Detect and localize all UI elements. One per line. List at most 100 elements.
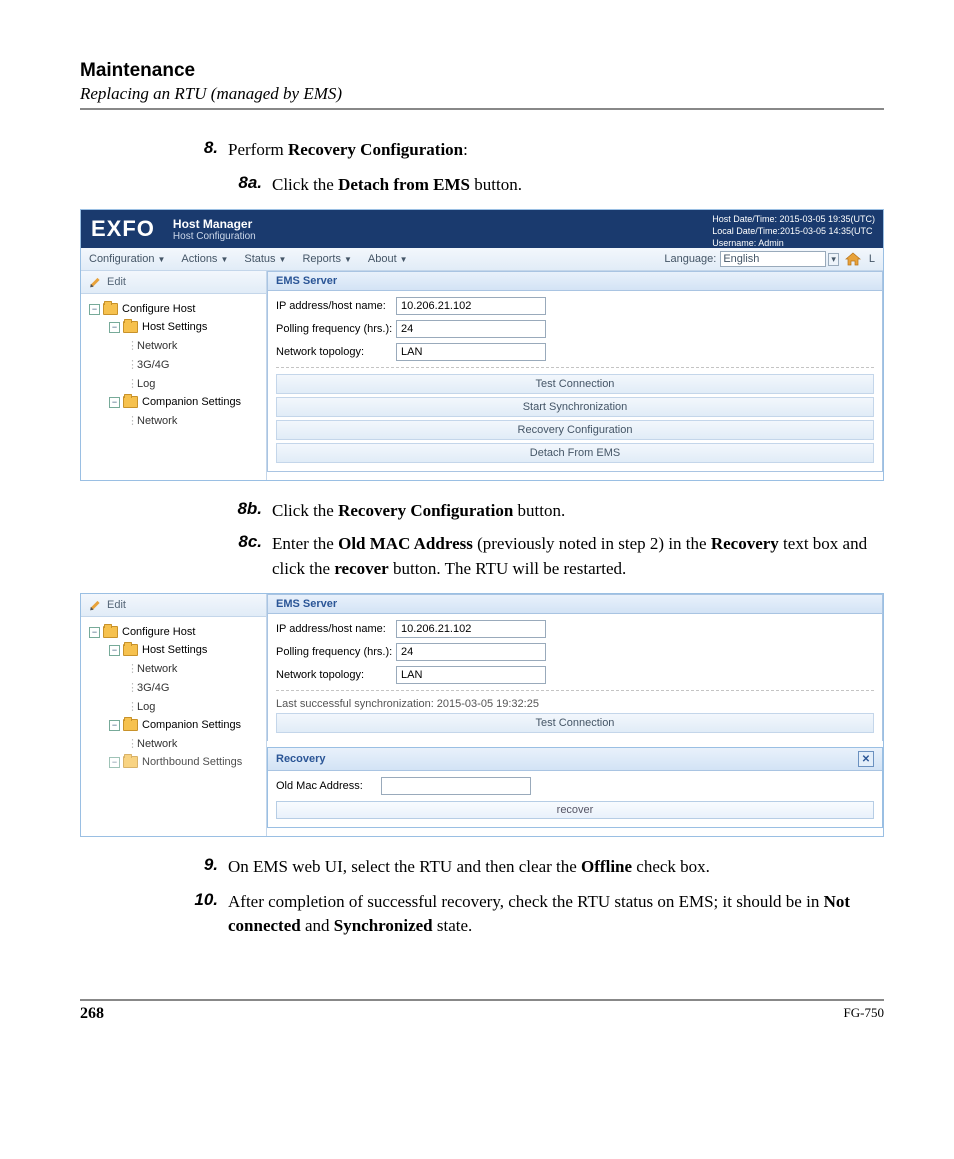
topo-label: Network topology: (276, 669, 396, 681)
tree-northbound-settings[interactable]: − Northbound Settings (85, 753, 262, 771)
tree-network-2[interactable]: ⋮Network (85, 734, 262, 753)
collapse-icon[interactable]: − (89, 627, 100, 638)
nav-tree: − Configure Host − Host Settings ⋮Networ… (81, 294, 266, 436)
start-sync-button[interactable]: Start Synchronization (276, 397, 874, 417)
app-subtitle: Host Configuration (173, 231, 256, 242)
tree-log[interactable]: ⋮Log (85, 374, 262, 393)
folder-icon (103, 303, 118, 315)
poll-label: Polling frequency (hrs.): (276, 646, 396, 658)
poll-input[interactable] (396, 643, 546, 661)
folder-icon (103, 626, 118, 638)
menu-trailing: L (869, 253, 875, 265)
menu-status[interactable]: Status▼ (244, 253, 286, 265)
panel-title-ems-server: EMS Server (267, 271, 883, 291)
ip-input[interactable] (396, 620, 546, 638)
test-connection-button[interactable]: Test Connection (276, 713, 874, 733)
substep-8c: 8c. Enter the Old MAC Address (previousl… (220, 532, 884, 581)
collapse-icon[interactable]: − (109, 757, 120, 768)
step-number: 9. (180, 855, 228, 880)
folder-icon (123, 756, 138, 768)
model-number: FG-750 (844, 1005, 884, 1023)
page-number: 268 (80, 1005, 104, 1023)
collapse-icon[interactable]: − (89, 304, 100, 315)
tree-configure-host[interactable]: − Configure Host (85, 623, 262, 641)
collapse-icon[interactable]: − (109, 645, 120, 656)
poll-label: Polling frequency (hrs.): (276, 323, 396, 335)
topo-input[interactable] (396, 343, 546, 361)
tree-network[interactable]: ⋮Network (85, 336, 262, 355)
test-connection-button[interactable]: Test Connection (276, 374, 874, 394)
sidebar-edit[interactable]: Edit (81, 271, 266, 294)
language-dropdown-arrow[interactable]: ▾ (828, 253, 839, 266)
main-panel: EMS Server IP address/host name: Polling… (267, 271, 883, 480)
topo-label: Network topology: (276, 346, 396, 358)
poll-input[interactable] (396, 320, 546, 338)
app-title: Host Manager (173, 217, 256, 231)
panel-body: IP address/host name: Polling frequency … (267, 291, 883, 472)
substep-8a: 8a. Click the Detach from EMS button. (220, 173, 884, 198)
sidebar: Edit − Configure Host − Host Settings ⋮N… (81, 594, 267, 836)
logo: EXFO (91, 216, 155, 242)
ip-label: IP address/host name: (276, 300, 396, 312)
menubar: Configuration▼ Actions▼ Status▼ Reports▼… (81, 248, 883, 271)
topo-input[interactable] (396, 666, 546, 684)
step-10: 10. After completion of successful recov… (180, 890, 884, 939)
menu-about[interactable]: About▼ (368, 253, 408, 265)
doc-section-title: Maintenance (80, 60, 884, 82)
step-text: Perform Recovery Configuration: (228, 138, 884, 163)
pencil-icon (89, 276, 101, 288)
step-text: On EMS web UI, select the RTU and then c… (228, 855, 884, 880)
tree-3g4g[interactable]: ⋮3G/4G (85, 355, 262, 374)
substep-text: Enter the Old MAC Address (previously no… (272, 532, 884, 581)
dialog-title: Recovery (276, 753, 326, 765)
doc-section-subtitle: Replacing an RTU (managed by EMS) (80, 84, 884, 104)
substep-number: 8c. (220, 532, 272, 581)
menu-reports[interactable]: Reports▼ (302, 253, 351, 265)
substep-number: 8a. (220, 173, 272, 198)
sidebar: Edit − Configure Host − Host Settings ⋮N… (81, 271, 267, 480)
tree-log[interactable]: ⋮Log (85, 697, 262, 716)
panel-body: IP address/host name: Polling frequency … (267, 614, 883, 741)
tree-companion-settings[interactable]: − Companion Settings (85, 393, 262, 411)
menu-actions[interactable]: Actions▼ (181, 253, 228, 265)
tree-network-2[interactable]: ⋮Network (85, 411, 262, 430)
close-icon[interactable]: ✕ (858, 751, 874, 767)
header-meta: Host Date/Time: 2015-03-05 19:35(UTC) Lo… (712, 214, 875, 249)
collapse-icon[interactable]: − (109, 397, 120, 408)
ip-label: IP address/host name: (276, 623, 396, 635)
screenshot-1: EXFO Host Manager Host Configuration Hos… (80, 209, 884, 481)
old-mac-label: Old Mac Address: (276, 780, 381, 792)
header-rule (80, 108, 884, 110)
collapse-icon[interactable]: − (109, 720, 120, 731)
collapse-icon[interactable]: − (109, 322, 120, 333)
app-header: EXFO Host Manager Host Configuration Hos… (81, 210, 883, 248)
page-footer: 268 FG-750 (80, 999, 884, 1023)
detach-from-ems-button[interactable]: Detach From EMS (276, 443, 874, 463)
last-sync-text: Last successful synchronization: 2015-03… (276, 698, 874, 710)
recovery-dialog: Recovery ✕ Old Mac Address: recover (267, 747, 883, 828)
sidebar-edit[interactable]: Edit (81, 594, 266, 617)
recovery-config-button[interactable]: Recovery Configuration (276, 420, 874, 440)
ip-input[interactable] (396, 297, 546, 315)
tree-host-settings[interactable]: − Host Settings (85, 318, 262, 336)
substep-8b: 8b. Click the Recovery Configuration but… (220, 499, 884, 524)
step-number: 10. (180, 890, 228, 939)
recover-button[interactable]: recover (276, 801, 874, 819)
tree-configure-host[interactable]: − Configure Host (85, 300, 262, 318)
tree-companion-settings[interactable]: − Companion Settings (85, 716, 262, 734)
screenshot-2: Edit − Configure Host − Host Settings ⋮N… (80, 593, 884, 837)
language-select[interactable]: English (720, 251, 826, 267)
folder-icon (123, 396, 138, 408)
tree-3g4g[interactable]: ⋮3G/4G (85, 678, 262, 697)
menu-configuration[interactable]: Configuration▼ (89, 253, 165, 265)
main-panel: EMS Server IP address/host name: Polling… (267, 594, 883, 836)
panel-title-ems-server: EMS Server (267, 594, 883, 614)
tree-network[interactable]: ⋮Network (85, 659, 262, 678)
home-icon[interactable] (845, 252, 861, 266)
substep-text: Click the Recovery Configuration button. (272, 499, 884, 524)
folder-icon (123, 644, 138, 656)
folder-icon (123, 719, 138, 731)
substep-number: 8b. (220, 499, 272, 524)
old-mac-input[interactable] (381, 777, 531, 795)
tree-host-settings[interactable]: − Host Settings (85, 641, 262, 659)
